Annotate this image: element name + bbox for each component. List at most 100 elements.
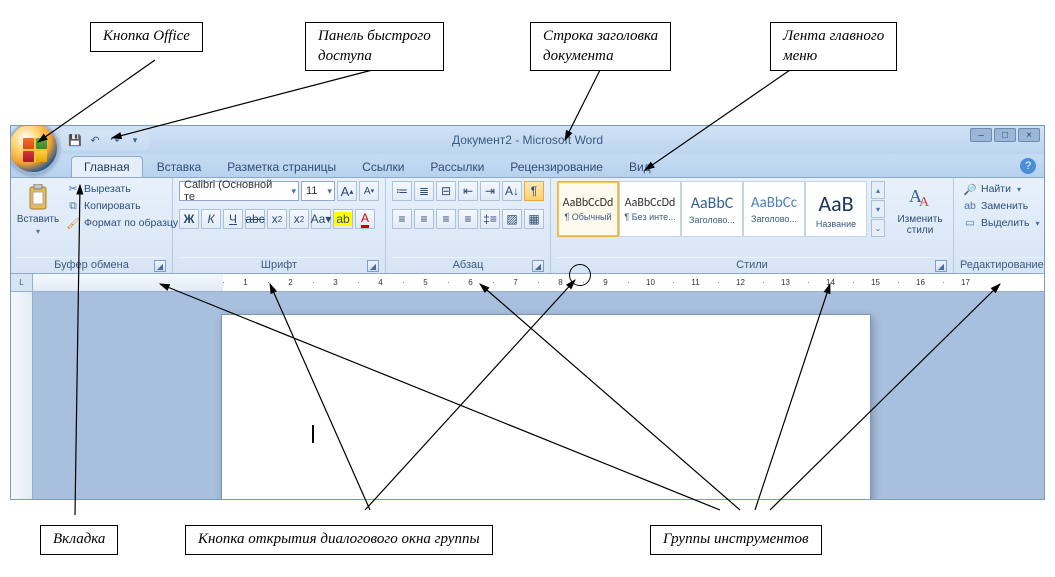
tab-insert[interactable]: Вставка [145, 157, 214, 177]
save-icon[interactable]: 💾 [67, 132, 83, 148]
group-font: Calibri (Основной те 11 A▴ A▾ Ж К Ч abc … [173, 178, 386, 273]
clipboard-dialog-launcher[interactable]: ◢ [154, 260, 166, 272]
font-size-combo[interactable]: 11 [301, 181, 335, 201]
replace-label: Заменить [981, 200, 1028, 212]
scissors-icon: ✂ [66, 182, 80, 196]
callout-dialog-launcher: Кнопка открытия диалогового окна группы [185, 525, 493, 555]
paste-icon [24, 184, 52, 212]
find-icon: 🔎 [963, 182, 977, 196]
styles-more[interactable]: ⌄ [871, 219, 885, 237]
callout-groups: Группы инструментов [650, 525, 822, 555]
title-bar: 💾 ↶ ↷ ▾ Документ2 - Microsoft Word – □ × [11, 126, 1044, 154]
document-title: Документ2 - Microsoft Word [452, 133, 603, 147]
copy-icon: ⧉ [66, 199, 80, 213]
cut-button[interactable]: ✂Вырезать [63, 181, 181, 197]
select-label: Выделить [981, 217, 1029, 229]
bullets-button[interactable]: ≔ [392, 181, 412, 201]
multilevel-button[interactable]: ⊟ [436, 181, 456, 201]
subscript-button[interactable]: x2 [267, 209, 287, 229]
tab-references[interactable]: Ссылки [350, 157, 416, 177]
callout-qat: Панель быстрого доступа [305, 22, 444, 71]
bold-button[interactable]: Ж [179, 209, 199, 229]
borders-button[interactable]: ▦ [524, 209, 544, 229]
group-styles-label: Стили [736, 259, 768, 271]
justify-button[interactable]: ≡ [458, 209, 478, 229]
paste-label: Вставить [17, 214, 59, 225]
help-icon[interactable]: ? [1020, 158, 1036, 174]
align-center-button[interactable]: ≡ [414, 209, 434, 229]
vertical-ruler[interactable] [11, 292, 33, 499]
horizontal-ruler[interactable]: 1234567891011121314151617 [33, 274, 1044, 292]
copy-button[interactable]: ⧉Копировать [63, 198, 181, 214]
indent-decrease-button[interactable]: ⇤ [458, 181, 478, 201]
select-button[interactable]: ▭Выделить▾ [960, 215, 1042, 231]
find-button[interactable]: 🔎Найти▾ [960, 181, 1042, 197]
change-case-button[interactable]: Aa▾ [311, 209, 331, 229]
style-tile-4[interactable]: AaBНазвание [805, 181, 867, 237]
font-name-combo[interactable]: Calibri (Основной те [179, 181, 299, 201]
tab-review[interactable]: Рецензирование [498, 157, 615, 177]
font-color-button[interactable]: A [355, 209, 375, 229]
undo-icon[interactable]: ↶ [87, 132, 103, 148]
tab-home[interactable]: Главная [71, 156, 143, 177]
callout-ribbon: Лента главного меню [770, 22, 897, 71]
shrink-font-button[interactable]: A▾ [359, 181, 379, 201]
superscript-button[interactable]: x2 [289, 209, 309, 229]
document-area: L 1234567891011121314151617 [11, 274, 1044, 499]
italic-button[interactable]: К [201, 209, 221, 229]
ruler-corner: L [11, 274, 33, 292]
callout-titlebar: Строка заголовка документа [530, 22, 671, 71]
strikethrough-button[interactable]: abc [245, 209, 265, 229]
group-styles: AaBbCcDd¶ ОбычныйAaBbCcDd¶ Без инте...Aa… [551, 178, 954, 273]
callout-tab: Вкладка [40, 525, 118, 555]
group-clipboard-label: Буфер обмена [54, 259, 129, 271]
line-spacing-button[interactable]: ‡≡ [480, 209, 500, 229]
style-tile-0[interactable]: AaBbCcDd¶ Обычный [557, 181, 619, 237]
restore-button[interactable]: □ [994, 128, 1016, 142]
brush-icon: 🖌 [66, 216, 80, 230]
font-dialog-launcher[interactable]: ◢ [367, 260, 379, 272]
redo-icon[interactable]: ↷ [107, 132, 123, 148]
ribbon: Вставить ▾ ✂Вырезать ⧉Копировать 🖌 Формат… [11, 178, 1044, 274]
grow-font-button[interactable]: A▴ [337, 181, 357, 201]
minimize-button[interactable]: – [970, 128, 992, 142]
style-tile-1[interactable]: AaBbCcDd¶ Без инте... [619, 181, 681, 237]
tab-view[interactable]: Вид [617, 157, 663, 177]
align-right-button[interactable]: ≡ [436, 209, 456, 229]
find-label: Найти [981, 183, 1011, 195]
indent-increase-button[interactable]: ⇥ [480, 181, 500, 201]
group-editing: 🔎Найти▾ abЗаменить ▭Выделить▾ Редактиров… [954, 178, 1045, 273]
change-styles-icon: AA [906, 184, 934, 212]
style-tile-2[interactable]: AaBbCЗаголово... [681, 181, 743, 237]
quick-access-toolbar: 💾 ↶ ↷ ▾ [61, 130, 149, 150]
group-editing-label: Редактирование [960, 259, 1044, 271]
document-page[interactable] [221, 314, 871, 500]
qat-customize-icon[interactable]: ▾ [127, 132, 143, 148]
svg-text:A: A [919, 195, 930, 210]
style-tile-3[interactable]: AaBbCcЗаголово... [743, 181, 805, 237]
group-paragraph: ≔ ≣ ⊟ ⇤ ⇥ A↓ ¶ ≡ ≡ ≡ ≡ ‡≡ ▨ ▦ [386, 178, 551, 273]
replace-button[interactable]: abЗаменить [960, 198, 1042, 214]
tab-layout[interactable]: Разметка страницы [215, 157, 348, 177]
styles-scroll-down[interactable]: ▾ [871, 200, 885, 218]
select-icon: ▭ [963, 216, 977, 230]
shading-button[interactable]: ▨ [502, 209, 522, 229]
format-painter-button[interactable]: 🖌 Формат по образцу [63, 215, 181, 231]
close-button[interactable]: × [1018, 128, 1040, 142]
highlight-button[interactable]: ab [333, 209, 353, 229]
align-left-button[interactable]: ≡ [392, 209, 412, 229]
tab-mailings[interactable]: Рассылки [418, 157, 496, 177]
styles-scroll-up[interactable]: ▴ [871, 181, 885, 199]
format-painter-label: Формат по образцу [84, 217, 178, 229]
change-styles-button[interactable]: AA Изменить стили [893, 181, 947, 239]
paragraph-dialog-launcher[interactable]: ◢ [532, 260, 544, 272]
paste-button[interactable]: Вставить ▾ [17, 181, 59, 239]
callout-office-btn: Кнопка Office [90, 22, 203, 52]
sort-button[interactable]: A↓ [502, 181, 522, 201]
show-marks-button[interactable]: ¶ [524, 181, 544, 201]
group-clipboard: Вставить ▾ ✂Вырезать ⧉Копировать 🖌Формат… [11, 178, 173, 273]
numbering-button[interactable]: ≣ [414, 181, 434, 201]
underline-button[interactable]: Ч [223, 209, 243, 229]
styles-dialog-launcher[interactable]: ◢ [935, 260, 947, 272]
change-styles-label: Изменить стили [897, 214, 942, 236]
